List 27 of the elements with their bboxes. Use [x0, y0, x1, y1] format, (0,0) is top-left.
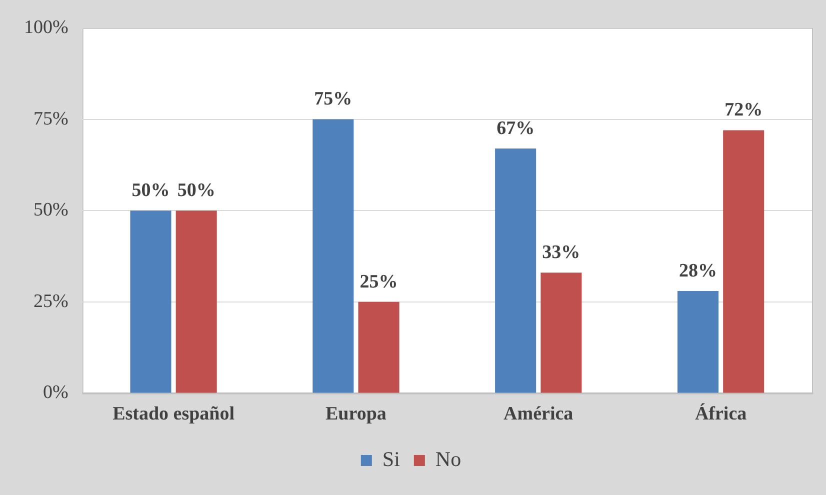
bar — [130, 210, 172, 393]
bar — [358, 302, 400, 393]
text: 33% — [542, 242, 580, 264]
bar — [312, 119, 354, 393]
text: 50% — [132, 180, 170, 202]
y-tick-label: 75% — [34, 108, 68, 130]
legend-label: No — [435, 447, 462, 472]
y-tick-label: 100% — [24, 16, 68, 38]
x-tick-label: Estado español — [112, 404, 235, 425]
text: 50% — [177, 180, 216, 202]
x-tick-label: Europa — [326, 404, 387, 425]
y-tick-label: 25% — [34, 290, 68, 312]
text: 75% — [314, 88, 352, 110]
text: 25% — [360, 271, 398, 292]
y-tick-label: 0% — [43, 382, 68, 404]
bar — [723, 130, 764, 393]
legend-label: Si — [382, 447, 400, 472]
bar — [677, 290, 719, 393]
x-tick-label: América — [504, 404, 574, 425]
text: 72% — [724, 100, 763, 121]
bar — [540, 272, 582, 393]
y-tick-label: 50% — [34, 200, 68, 221]
text: 28% — [678, 260, 717, 282]
bar — [495, 148, 536, 393]
bar — [176, 210, 217, 393]
x-tick-label: África — [694, 402, 748, 425]
text: 67% — [496, 118, 535, 139]
